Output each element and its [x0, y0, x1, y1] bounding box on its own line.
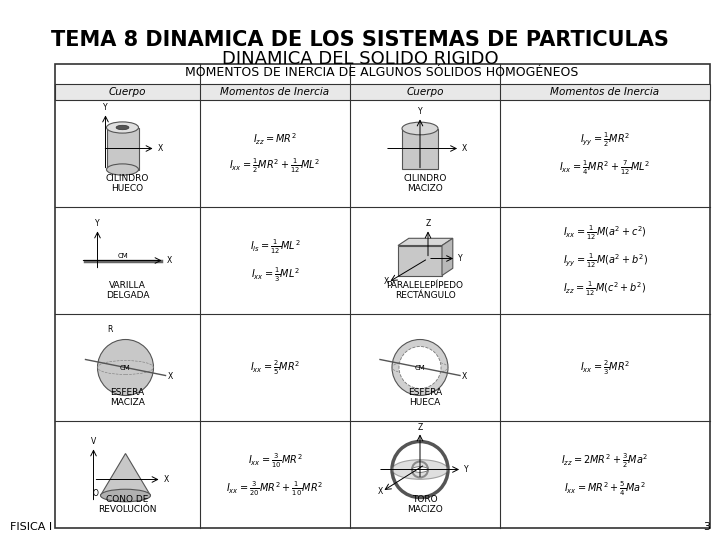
Text: CILINDRO
MACIZO: CILINDRO MACIZO: [403, 173, 446, 193]
Text: $I_{ls} = \frac{1}{12}ML^2$
$I_{xx} = \frac{1}{3}ML^2$: $I_{ls} = \frac{1}{12}ML^2$ $I_{xx} = \f…: [250, 238, 300, 284]
Text: Y: Y: [458, 254, 463, 263]
Text: Cuerpo: Cuerpo: [406, 87, 444, 97]
Polygon shape: [402, 129, 438, 168]
Ellipse shape: [392, 460, 448, 480]
Circle shape: [399, 347, 441, 388]
Text: CM: CM: [117, 253, 128, 259]
Text: X: X: [168, 372, 173, 381]
Text: CILINDRO
HUECO: CILINDRO HUECO: [106, 173, 149, 193]
Text: Y: Y: [418, 107, 423, 117]
Text: VARILLA
DELGADA: VARILLA DELGADA: [106, 281, 149, 300]
Text: $I_{zz} = 2MR^2 + \frac{3}{2}Ma^2$
$I_{xx} = MR^2 + \frac{5}{4}Ma^2$: $I_{zz} = 2MR^2 + \frac{3}{2}Ma^2$ $I_{x…: [562, 451, 649, 498]
Text: X: X: [158, 144, 163, 153]
Text: Y: Y: [464, 465, 469, 474]
Text: $I_{zz} = MR^2$
$I_{xx} = \frac{1}{2}MR^2 + \frac{1}{12}ML^2$: $I_{zz} = MR^2$ $I_{xx} = \frac{1}{2}MR^…: [229, 132, 320, 176]
Text: $I_{xx} = \frac{2}{5}MR^2$: $I_{xx} = \frac{2}{5}MR^2$: [250, 359, 300, 376]
Text: Y: Y: [103, 104, 108, 112]
Polygon shape: [101, 454, 150, 496]
Ellipse shape: [412, 467, 428, 472]
Circle shape: [392, 340, 448, 395]
Text: PARALELEPÍPEDO
RECTÁNGULO: PARALELEPÍPEDO RECTÁNGULO: [387, 281, 464, 300]
Polygon shape: [107, 127, 138, 170]
Text: $I_{yy} = \frac{1}{2}MR^2$
$I_{xx} = \frac{1}{4}MR^2 + \frac{7}{12}ML^2$: $I_{yy} = \frac{1}{2}MR^2$ $I_{xx} = \fr…: [559, 130, 651, 177]
Polygon shape: [442, 238, 453, 275]
Text: Z: Z: [418, 422, 423, 431]
Text: R: R: [107, 325, 112, 334]
Text: X: X: [383, 278, 389, 287]
Text: TORO
MACIZO: TORO MACIZO: [407, 495, 443, 514]
Text: TEMA 8 DINAMICA DE LOS SISTEMAS DE PARTICULAS: TEMA 8 DINAMICA DE LOS SISTEMAS DE PARTI…: [51, 30, 669, 50]
Ellipse shape: [116, 125, 129, 130]
Text: CONO DE
REVOLUCIÓN: CONO DE REVOLUCIÓN: [98, 495, 157, 514]
Text: Momentos de Inercia: Momentos de Inercia: [220, 87, 330, 97]
Text: X: X: [166, 256, 172, 265]
Text: 3: 3: [703, 522, 710, 532]
Text: $I_{xx} = \frac{3}{10}MR^2$
$I_{xx} = \frac{3}{20}MR^2 + \frac{1}{10}MR^2$: $I_{xx} = \frac{3}{10}MR^2$ $I_{xx} = \f…: [227, 451, 323, 498]
Text: ESFERA
MACIZA: ESFERA MACIZA: [110, 388, 145, 407]
Text: CM: CM: [120, 364, 131, 370]
Text: X: X: [462, 144, 467, 153]
Circle shape: [97, 340, 153, 395]
Text: FISICA I: FISICA I: [10, 522, 52, 532]
Text: Y: Y: [95, 219, 100, 228]
Text: Momentos de Inercia: Momentos de Inercia: [550, 87, 660, 97]
Text: $I_{xx} = \frac{1}{12}M(a^2+c^2)$
$I_{yy} = \frac{1}{12}M(a^2+b^2)$
$I_{zz} = \f: $I_{xx} = \frac{1}{12}M(a^2+c^2)$ $I_{yy…: [562, 224, 647, 298]
Text: X: X: [462, 372, 467, 381]
Text: $I_{xx} = \frac{2}{3}MR^2$: $I_{xx} = \frac{2}{3}MR^2$: [580, 359, 630, 376]
Text: MOMENTOS DE INERCIA DE ALGUNOS SÓLIDOS HOMOGÉNEOS: MOMENTOS DE INERCIA DE ALGUNOS SÓLIDOS H…: [185, 66, 579, 79]
Text: Cuerpo: Cuerpo: [109, 87, 146, 97]
Polygon shape: [398, 246, 442, 275]
Text: Z: Z: [426, 219, 431, 228]
Ellipse shape: [107, 122, 138, 133]
Text: ESFERA
HUECA: ESFERA HUECA: [408, 388, 442, 407]
Text: DINAMICA DEL SOLIDO RIGIDO: DINAMICA DEL SOLIDO RIGIDO: [222, 50, 498, 68]
Ellipse shape: [402, 122, 438, 135]
Text: V: V: [91, 437, 96, 447]
Text: O: O: [93, 489, 99, 497]
Text: X: X: [377, 487, 382, 496]
Polygon shape: [398, 238, 453, 246]
Text: X: X: [163, 475, 168, 484]
Circle shape: [412, 462, 428, 477]
Polygon shape: [55, 84, 710, 100]
Ellipse shape: [107, 164, 138, 175]
Text: CM: CM: [415, 364, 426, 370]
Ellipse shape: [101, 489, 150, 502]
